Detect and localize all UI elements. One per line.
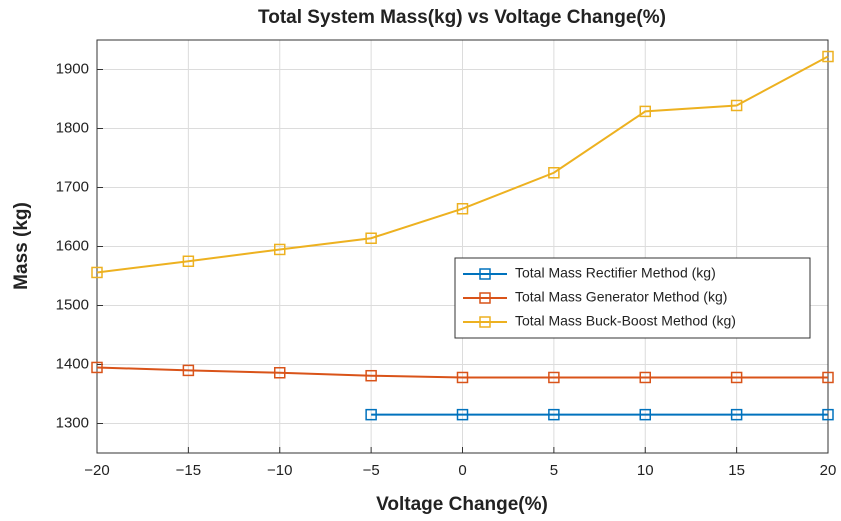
marker [456, 371, 469, 384]
marker [548, 167, 560, 179]
marker [730, 408, 743, 421]
x-tick-label: 20 [820, 462, 837, 479]
y-tick-label: 1700 [56, 178, 89, 195]
x-tick-label: 5 [550, 462, 558, 479]
y-axis-label: Mass (kg) [11, 202, 32, 290]
plot-frame [96, 39, 829, 454]
y-tick-label: 1900 [56, 60, 89, 77]
marker [365, 408, 377, 421]
marker [822, 50, 834, 63]
legend-label: Total Mass Generator Method (kg) [515, 289, 727, 305]
legend-box [454, 257, 811, 339]
y-tick-label: 1400 [56, 355, 89, 372]
marker [822, 371, 834, 384]
marker [365, 369, 377, 382]
marker [730, 99, 743, 112]
marker [456, 408, 469, 421]
x-tick-label: −15 [176, 462, 201, 479]
x-tick-label: 15 [728, 462, 745, 479]
marker [182, 255, 195, 267]
chart-title: Total System Mass(kg) vs Voltage Change(… [258, 7, 666, 28]
x-axis-label: Voltage Change(%) [376, 494, 548, 515]
y-tick-label: 1500 [56, 296, 89, 313]
marker [91, 361, 103, 374]
marker [639, 371, 651, 384]
y-tick-label: 1800 [56, 119, 89, 136]
y-tick-label: 1300 [56, 414, 89, 431]
legend-marker [479, 316, 491, 328]
x-tick-label: −10 [267, 462, 292, 479]
marker [639, 408, 651, 421]
marker [182, 364, 195, 377]
x-tick-label: 0 [458, 462, 466, 479]
y-tick-label: 1600 [56, 237, 89, 254]
marker [91, 266, 103, 279]
series-line [96, 366, 828, 379]
series-line [96, 55, 829, 274]
marker [548, 371, 560, 384]
marker [456, 202, 469, 215]
marker [822, 408, 834, 421]
legend-marker [479, 268, 491, 280]
x-tick-label: 10 [637, 462, 654, 479]
x-tick-label: −5 [363, 462, 380, 479]
marker [730, 371, 743, 384]
marker [274, 367, 286, 379]
legend-marker [479, 292, 491, 304]
marker [639, 105, 651, 118]
legend-label: Total Mass Rectifier Method (kg) [515, 265, 716, 281]
marker [274, 243, 286, 256]
marker [548, 408, 560, 421]
x-tick-label: −20 [84, 462, 109, 479]
legend-label: Total Mass Buck-Boost Method (kg) [515, 313, 736, 329]
marker [365, 232, 377, 244]
